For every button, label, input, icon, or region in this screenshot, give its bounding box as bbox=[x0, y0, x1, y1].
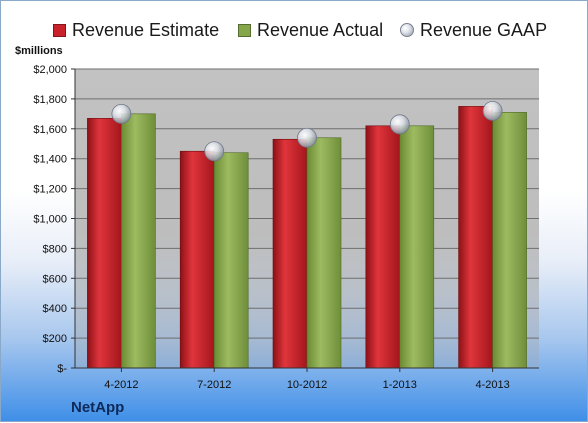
legend-item-gaap: Revenue GAAP bbox=[400, 17, 547, 43]
x-tick-label: 7-2012 bbox=[197, 379, 231, 391]
legend-item-actual: Revenue Actual bbox=[238, 17, 383, 43]
y-axis: $- $200 $400 $600 $800 $1,000 $1,200 $1,400 $1,6… bbox=[33, 64, 76, 375]
marker-revenue-gaap bbox=[297, 127, 317, 148]
bar-revenue-actual bbox=[213, 152, 249, 369]
y-axis-unit-label: $millions bbox=[15, 45, 63, 57]
bars bbox=[87, 106, 527, 369]
y-tick-label: $400 bbox=[43, 303, 67, 315]
marker-revenue-gaap bbox=[482, 100, 503, 121]
y-tick-label: $800 bbox=[43, 243, 67, 255]
x-axis: 4-2012 7-2012 10-2012 1-2013 4-2013 bbox=[75, 367, 539, 391]
x-tick-label: 4-2013 bbox=[475, 379, 509, 391]
legend: Revenue Estimate Revenue Actual Revenue … bbox=[1, 17, 588, 43]
bar-revenue-estimate bbox=[179, 150, 215, 369]
bar-revenue-estimate bbox=[365, 125, 401, 369]
bar-revenue-actual bbox=[121, 113, 156, 369]
legend-item-estimate: Revenue Estimate bbox=[53, 17, 219, 43]
x-tick-label: 1-2013 bbox=[383, 379, 417, 391]
bar-revenue-estimate bbox=[87, 118, 122, 369]
bar-revenue-actual bbox=[399, 125, 435, 369]
y-tick-label: $1,000 bbox=[33, 214, 67, 226]
y-tick-label: $1,600 bbox=[33, 124, 67, 136]
y-tick-label: $1,200 bbox=[33, 184, 67, 196]
y-tick-label: $2,000 bbox=[33, 64, 67, 76]
y-tick-label: $1,400 bbox=[33, 154, 67, 166]
marker-revenue-gaap bbox=[111, 103, 132, 124]
y-tick-label: $1,800 bbox=[33, 94, 67, 106]
bar-revenue-estimate bbox=[272, 138, 308, 369]
bar-revenue-actual bbox=[492, 112, 527, 369]
marker-revenue-gaap bbox=[204, 141, 225, 162]
company-name: NetApp bbox=[71, 399, 125, 416]
legend-swatch-estimate bbox=[53, 23, 66, 37]
y-tick-label: $200 bbox=[43, 333, 67, 345]
legend-label-estimate: Revenue Estimate bbox=[72, 19, 220, 40]
legend-label-gaap: Revenue GAAP bbox=[420, 19, 548, 40]
gaap-markers bbox=[111, 100, 503, 162]
legend-label-actual: Revenue Actual bbox=[257, 19, 384, 40]
legend-swatch-gaap bbox=[400, 23, 414, 37]
x-tick-label: 10-2012 bbox=[287, 379, 327, 391]
marker-revenue-gaap bbox=[389, 114, 410, 135]
y-tick-label: $600 bbox=[43, 273, 67, 285]
x-tick-label: 4-2012 bbox=[104, 379, 138, 391]
bar-revenue-actual bbox=[306, 137, 342, 369]
legend-swatch-actual bbox=[238, 23, 251, 37]
y-tick-label: $- bbox=[57, 363, 67, 375]
bar-revenue-estimate bbox=[458, 106, 493, 369]
